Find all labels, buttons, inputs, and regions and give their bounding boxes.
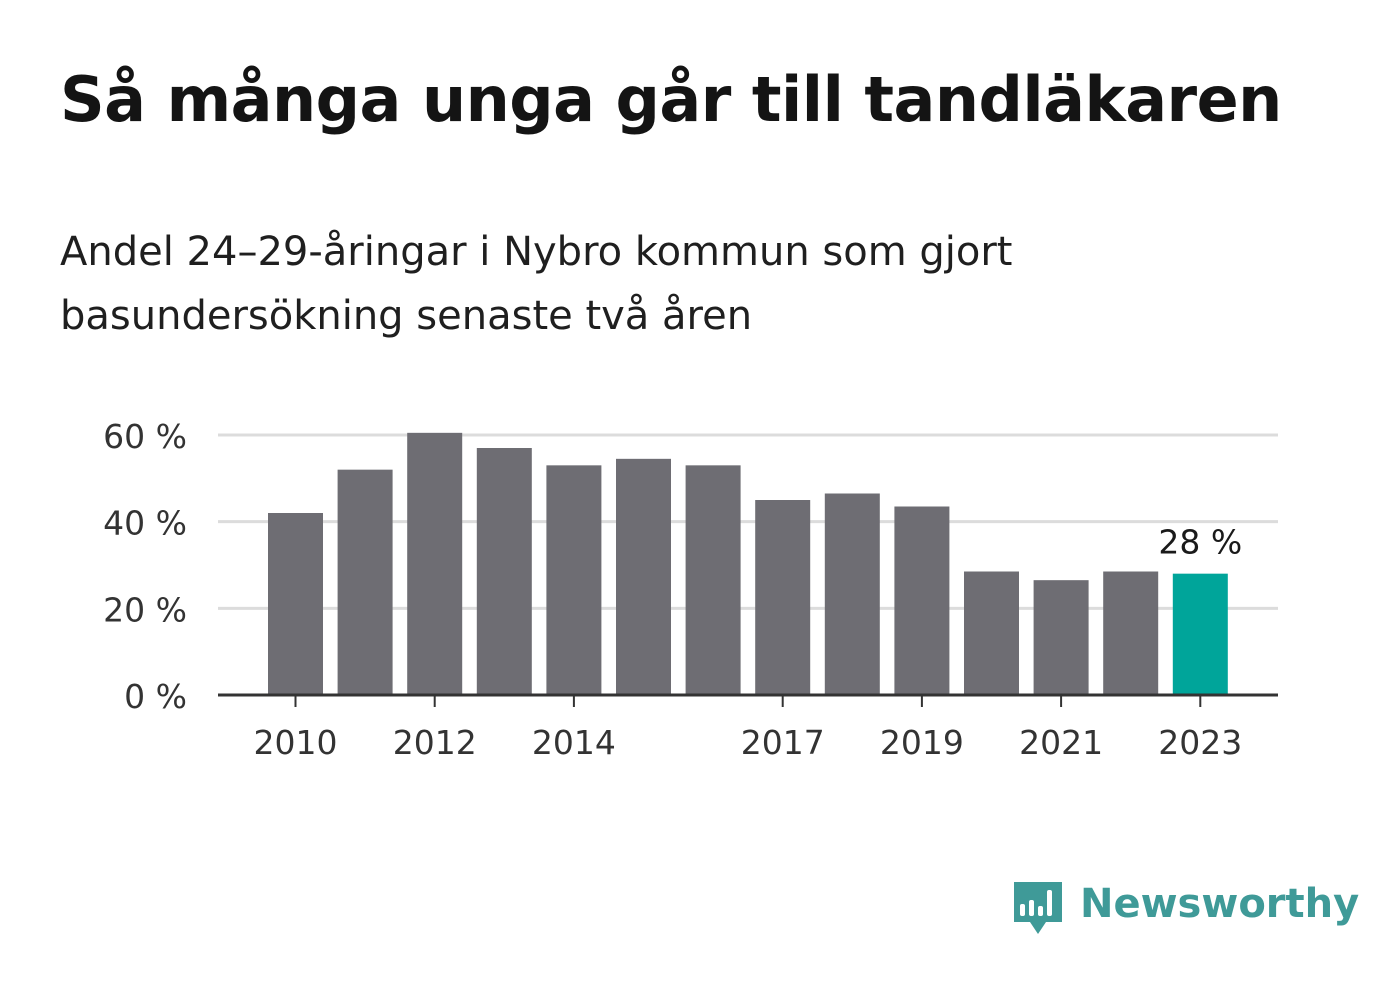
y-axis-tick-labels: 0 % 20 % 40 % 60 % bbox=[103, 417, 187, 716]
x-tick-label: 2019 bbox=[880, 723, 964, 762]
bar-2022 bbox=[1103, 571, 1159, 695]
brand-logo: Newsworthy bbox=[1010, 878, 1359, 942]
bars bbox=[268, 432, 1228, 695]
x-axis: 2010 2012 2014 2017 2019 2021 2023 bbox=[218, 693, 1278, 762]
grid-lines bbox=[218, 433, 1278, 610]
x-tick-label: 2017 bbox=[741, 723, 825, 762]
x-tick-label: 2014 bbox=[532, 723, 616, 762]
x-tick-label: 2010 bbox=[254, 723, 338, 762]
chart-title: Så många unga går till tandläkaren bbox=[60, 63, 1282, 136]
x-tick-label: 2021 bbox=[1019, 723, 1103, 762]
brand-name: Newsworthy bbox=[1080, 881, 1360, 927]
y-tick-label: 60 % bbox=[103, 417, 187, 456]
bar-2013 bbox=[476, 448, 532, 695]
y-tick-label: 20 % bbox=[103, 590, 187, 629]
bar-2018 bbox=[824, 493, 880, 695]
data-labels: 28 % bbox=[1158, 523, 1242, 562]
bar-2020 bbox=[964, 571, 1019, 695]
bar-2023 bbox=[1172, 573, 1228, 695]
bar-2021 bbox=[1033, 580, 1089, 695]
y-tick-label: 0 % bbox=[124, 677, 187, 716]
bar-2016 bbox=[685, 465, 741, 695]
bar-2010 bbox=[268, 513, 323, 695]
bar-2011 bbox=[337, 469, 393, 695]
x-tick-label: 2012 bbox=[393, 723, 477, 762]
x-tick-label: 2023 bbox=[1158, 723, 1242, 762]
chart-subtitle: Andel 24–29-åringar i Nybro kommun som g… bbox=[60, 229, 1013, 339]
data-label-2023: 28 % bbox=[1158, 523, 1242, 562]
bar-2014 bbox=[546, 465, 602, 695]
newsworthy-logo-icon bbox=[1014, 882, 1062, 934]
y-tick-label: 40 % bbox=[103, 504, 187, 543]
bar-2015 bbox=[616, 458, 671, 695]
bar-2012 bbox=[407, 432, 463, 695]
bar-2019 bbox=[894, 506, 950, 695]
bar-2017 bbox=[755, 500, 811, 695]
